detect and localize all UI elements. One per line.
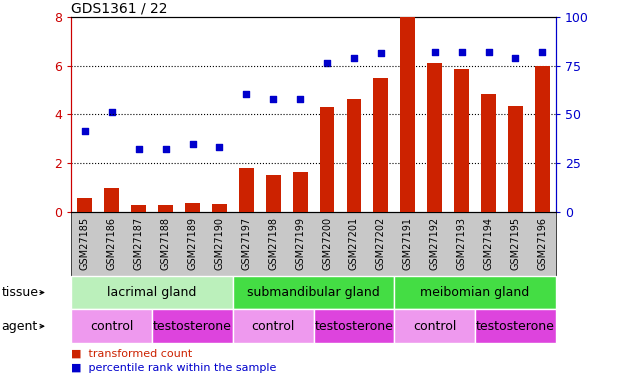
Bar [454, 69, 469, 212]
Text: GSM27189: GSM27189 [188, 217, 197, 270]
Point [456, 49, 466, 55]
Bar [347, 99, 361, 212]
Bar [508, 106, 523, 212]
Text: testosterone: testosterone [476, 320, 555, 333]
Point [322, 60, 332, 66]
Point [430, 49, 440, 55]
Point [376, 51, 386, 57]
Text: ■  transformed count: ■ transformed count [71, 349, 193, 359]
Text: GSM27194: GSM27194 [484, 217, 494, 270]
Point [268, 96, 278, 102]
Bar [131, 205, 146, 212]
Bar [104, 188, 119, 212]
Point [134, 146, 143, 152]
Text: GSM27187: GSM27187 [134, 217, 143, 270]
Point [242, 91, 252, 97]
Text: control: control [252, 320, 295, 333]
Bar [292, 172, 307, 212]
Point [295, 96, 305, 102]
Text: GDS1361 / 22: GDS1361 / 22 [71, 1, 168, 15]
Text: GSM27196: GSM27196 [537, 217, 547, 270]
Text: GSM27197: GSM27197 [242, 217, 252, 270]
Text: GSM27190: GSM27190 [214, 217, 224, 270]
Bar [78, 198, 93, 212]
Text: lacrimal gland: lacrimal gland [107, 286, 197, 299]
Bar [266, 176, 281, 212]
Bar [158, 205, 173, 212]
Point [349, 56, 359, 62]
Text: GSM27198: GSM27198 [268, 217, 278, 270]
Bar [481, 94, 496, 212]
Point [107, 109, 117, 115]
Point [510, 56, 520, 62]
Point [484, 49, 494, 55]
Point [80, 128, 90, 135]
Text: GSM27200: GSM27200 [322, 217, 332, 270]
Text: testosterone: testosterone [153, 320, 232, 333]
Text: GSM27192: GSM27192 [430, 217, 440, 270]
Text: GSM27195: GSM27195 [510, 217, 520, 270]
Text: GSM27201: GSM27201 [349, 217, 359, 270]
Text: agent: agent [1, 320, 37, 333]
Text: GSM27186: GSM27186 [107, 217, 117, 270]
Text: ■  percentile rank within the sample: ■ percentile rank within the sample [71, 363, 277, 373]
Bar [320, 107, 335, 212]
Text: tissue: tissue [1, 286, 39, 299]
Bar [239, 168, 254, 212]
Text: GSM27193: GSM27193 [456, 217, 466, 270]
Point [161, 146, 171, 152]
Text: control: control [90, 320, 134, 333]
Text: GSM27188: GSM27188 [161, 217, 171, 270]
Bar [401, 17, 415, 212]
Bar [535, 66, 550, 212]
Text: submandibular gland: submandibular gland [247, 286, 380, 299]
Text: GSM27191: GSM27191 [403, 217, 413, 270]
Text: GSM27199: GSM27199 [295, 217, 305, 270]
Bar [373, 78, 388, 212]
Point [403, 49, 413, 55]
Text: GSM27202: GSM27202 [376, 217, 386, 270]
Text: meibomian gland: meibomian gland [420, 286, 530, 299]
Point [188, 141, 197, 147]
Bar [427, 63, 442, 212]
Point [537, 49, 547, 55]
Text: testosterone: testosterone [314, 320, 394, 333]
Text: GSM27185: GSM27185 [80, 217, 90, 270]
Bar [185, 202, 200, 212]
Text: control: control [413, 320, 456, 333]
Point [214, 144, 224, 150]
Bar [212, 204, 227, 212]
